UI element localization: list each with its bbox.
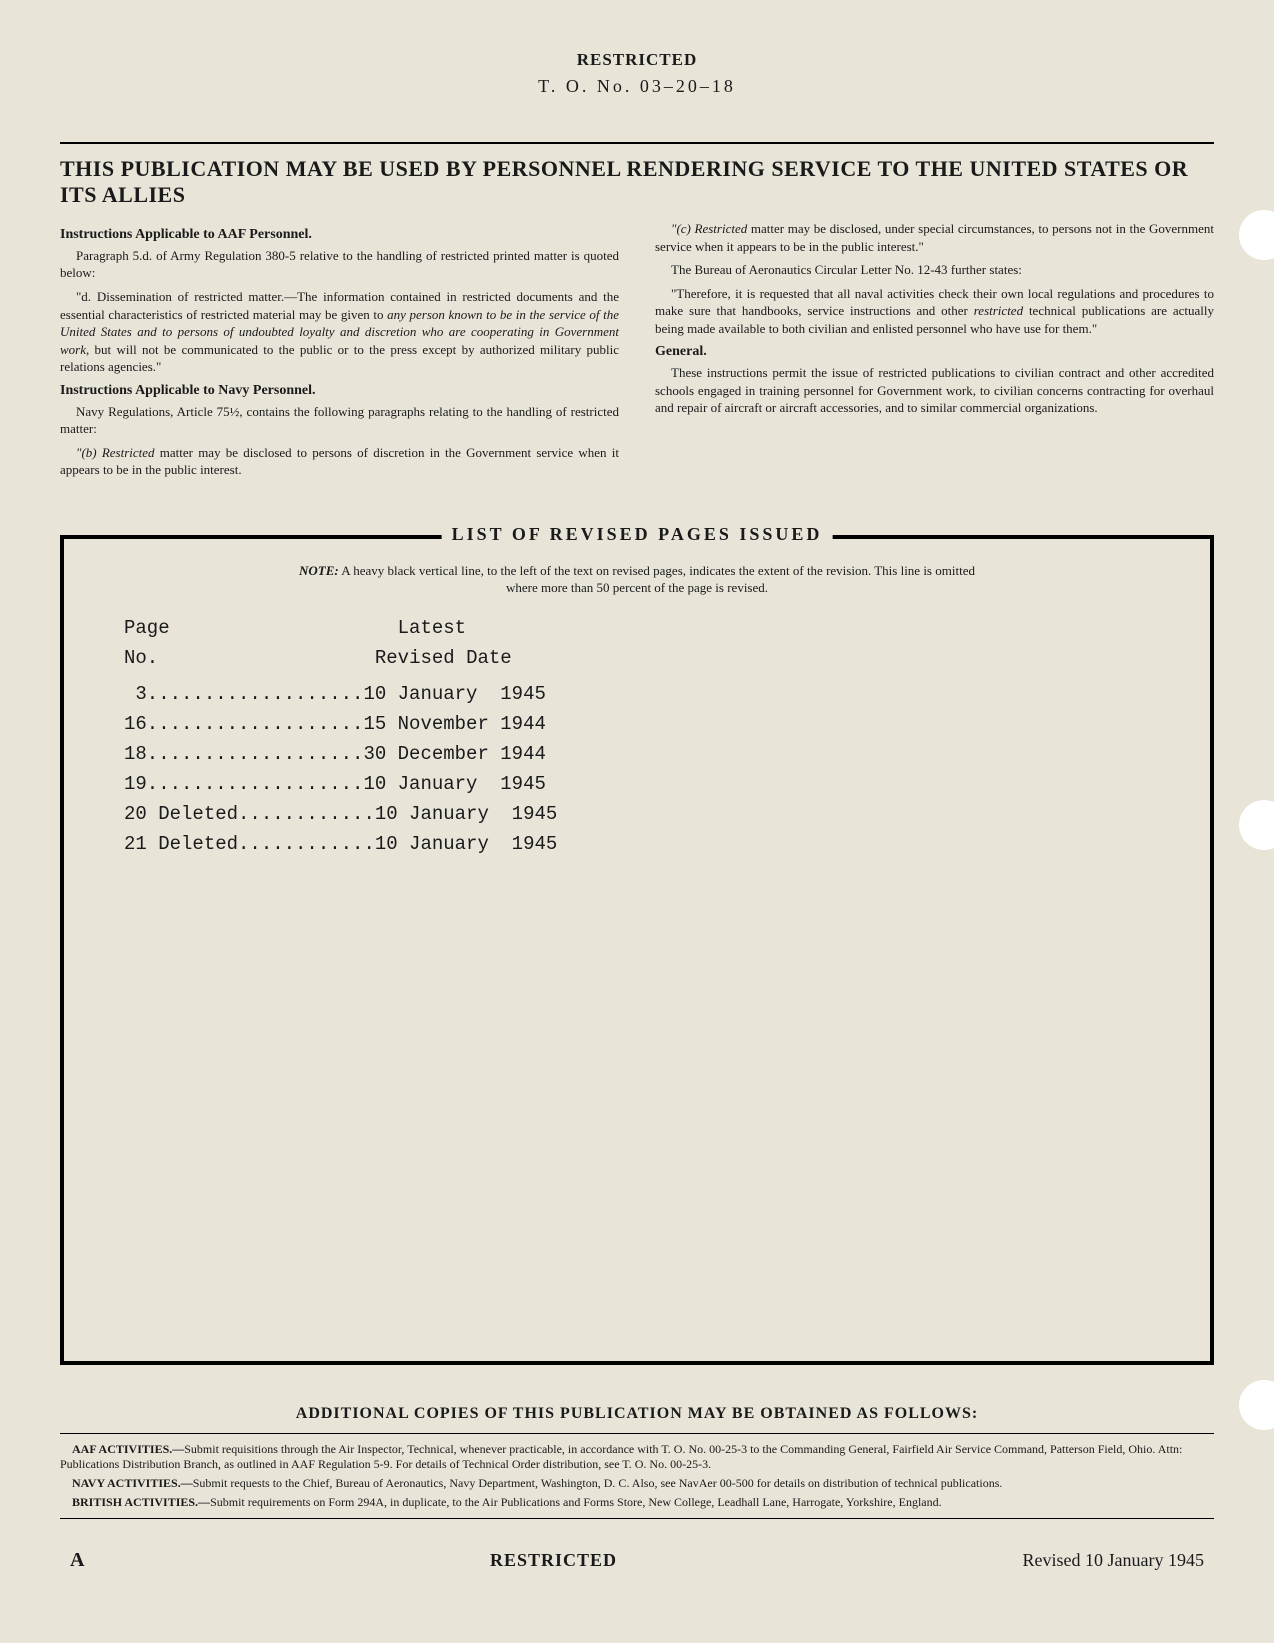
navy-paragraph-1: Navy Regulations, Article 75½, contains … bbox=[60, 403, 619, 438]
right-column: "(c) Restricted matter may be disclosed,… bbox=[655, 220, 1214, 485]
navy-heading: Instructions Applicable to Navy Personne… bbox=[60, 382, 619, 401]
additional-copies-title: ADDITIONAL COPIES OF THIS PUBLICATION MA… bbox=[60, 1405, 1214, 1423]
divider-rule-thin bbox=[60, 1433, 1214, 1434]
revised-pages-note: NOTE: A heavy black vertical line, to th… bbox=[287, 563, 987, 597]
general-heading: General. bbox=[655, 343, 1214, 362]
punch-hole bbox=[1239, 800, 1274, 850]
table-row: 3...................10 January 1945 bbox=[124, 683, 1170, 705]
instructions-columns: Instructions Applicable to AAF Personnel… bbox=[60, 220, 1214, 485]
publication-banner: THIS PUBLICATION MAY BE USED BY PERSONNE… bbox=[60, 156, 1214, 208]
restricted-c-paragraph: "(c) Restricted matter may be disclosed,… bbox=[655, 220, 1214, 255]
punch-hole bbox=[1239, 210, 1274, 260]
revised-pages-box: LIST OF REVISED PAGES ISSUED NOTE: A hea… bbox=[60, 535, 1214, 1365]
table-row: 16...................15 November 1944 bbox=[124, 713, 1170, 735]
technical-order-number: T. O. No. 03–20–18 bbox=[60, 76, 1214, 97]
additional-copies-section: ADDITIONAL COPIES OF THIS PUBLICATION MA… bbox=[60, 1405, 1214, 1519]
divider-rule bbox=[60, 142, 1214, 144]
classification-top: RESTRICTED bbox=[60, 50, 1214, 70]
british-activities: BRITISH ACTIVITIES.—Submit requirements … bbox=[60, 1495, 1214, 1511]
divider-rule-thin bbox=[60, 1518, 1214, 1519]
page-footer: A RESTRICTED Revised 10 January 1945 bbox=[60, 1549, 1214, 1572]
table-row: 18...................30 December 1944 bbox=[124, 743, 1170, 765]
aaf-paragraph-1: Paragraph 5.d. of Army Regulation 380-5 … bbox=[60, 247, 619, 282]
document-header: RESTRICTED T. O. No. 03–20–18 bbox=[60, 50, 1214, 97]
therefore-paragraph: "Therefore, it is requested that all nav… bbox=[655, 285, 1214, 338]
revision-date: Revised 10 January 1945 bbox=[1023, 1550, 1204, 1571]
revised-pages-title: LIST OF REVISED PAGES ISSUED bbox=[442, 524, 833, 545]
left-column: Instructions Applicable to AAF Personnel… bbox=[60, 220, 619, 485]
revised-pages-table: Page Latest No. Revised Date 3..........… bbox=[124, 617, 1170, 855]
classification-bottom: RESTRICTED bbox=[490, 1550, 617, 1571]
table-row: 21 Deleted............10 January 1945 bbox=[124, 833, 1170, 855]
table-row: 20 Deleted............10 January 1945 bbox=[124, 803, 1170, 825]
aaf-heading: Instructions Applicable to AAF Personnel… bbox=[60, 226, 619, 245]
table-row: 19...................10 January 1945 bbox=[124, 773, 1170, 795]
activities-text: AAF ACTIVITIES.—Submit requisitions thro… bbox=[60, 1442, 1214, 1510]
punch-hole bbox=[1239, 1380, 1274, 1430]
general-paragraph: These instructions permit the issue of r… bbox=[655, 364, 1214, 417]
table-header: Page Latest No. Revised Date bbox=[124, 617, 1170, 669]
bureau-paragraph: The Bureau of Aeronautics Circular Lette… bbox=[655, 261, 1214, 279]
navy-activities: NAVY ACTIVITIES.—Submit requests to the … bbox=[60, 1476, 1214, 1492]
navy-paragraph-2: "(b) Restricted matter may be disclosed … bbox=[60, 444, 619, 479]
page-letter: A bbox=[70, 1549, 84, 1572]
aaf-activities: AAF ACTIVITIES.—Submit requisitions thro… bbox=[60, 1442, 1214, 1473]
aaf-paragraph-2: "d. Dissemination of restricted matter.—… bbox=[60, 288, 619, 376]
